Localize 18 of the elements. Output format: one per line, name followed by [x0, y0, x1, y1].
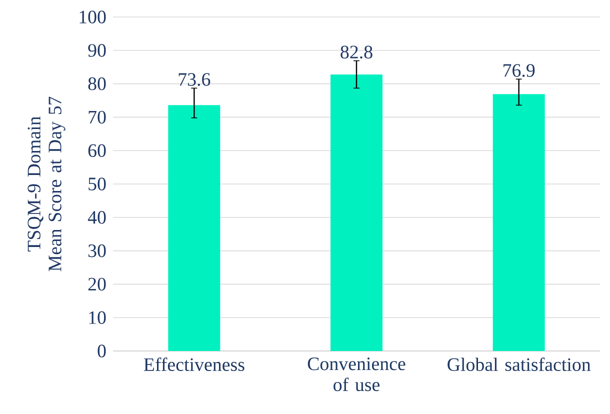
- y-tick-label: 40: [88, 211, 106, 224]
- y-tick-label: 20: [88, 278, 106, 291]
- y-tick-label: 0: [98, 344, 106, 358]
- y-tick-label: 90: [88, 44, 106, 57]
- y-tick-label: 100: [80, 10, 106, 24]
- x-tick-label: Global satisfaction: [448, 358, 591, 372]
- y-tick-label: 50: [88, 178, 106, 190]
- y-axis-title: TSQM-9 Domain Mean Score at Day 57: [28, 96, 66, 272]
- y-tick-label: 10: [89, 311, 106, 324]
- y-tick-label: 70: [88, 110, 106, 124]
- data-label: 73.6: [178, 73, 210, 86]
- y-tick-label: 60: [88, 144, 106, 157]
- data-label: 82.8: [340, 46, 372, 59]
- y-tick-label: 80: [88, 77, 106, 90]
- x-tick-label: Convenience of use: [308, 358, 406, 392]
- data-label: 76.9: [504, 64, 535, 77]
- x-tick-label: Effectiveness: [144, 358, 244, 372]
- y-tick-label: 30: [88, 244, 106, 258]
